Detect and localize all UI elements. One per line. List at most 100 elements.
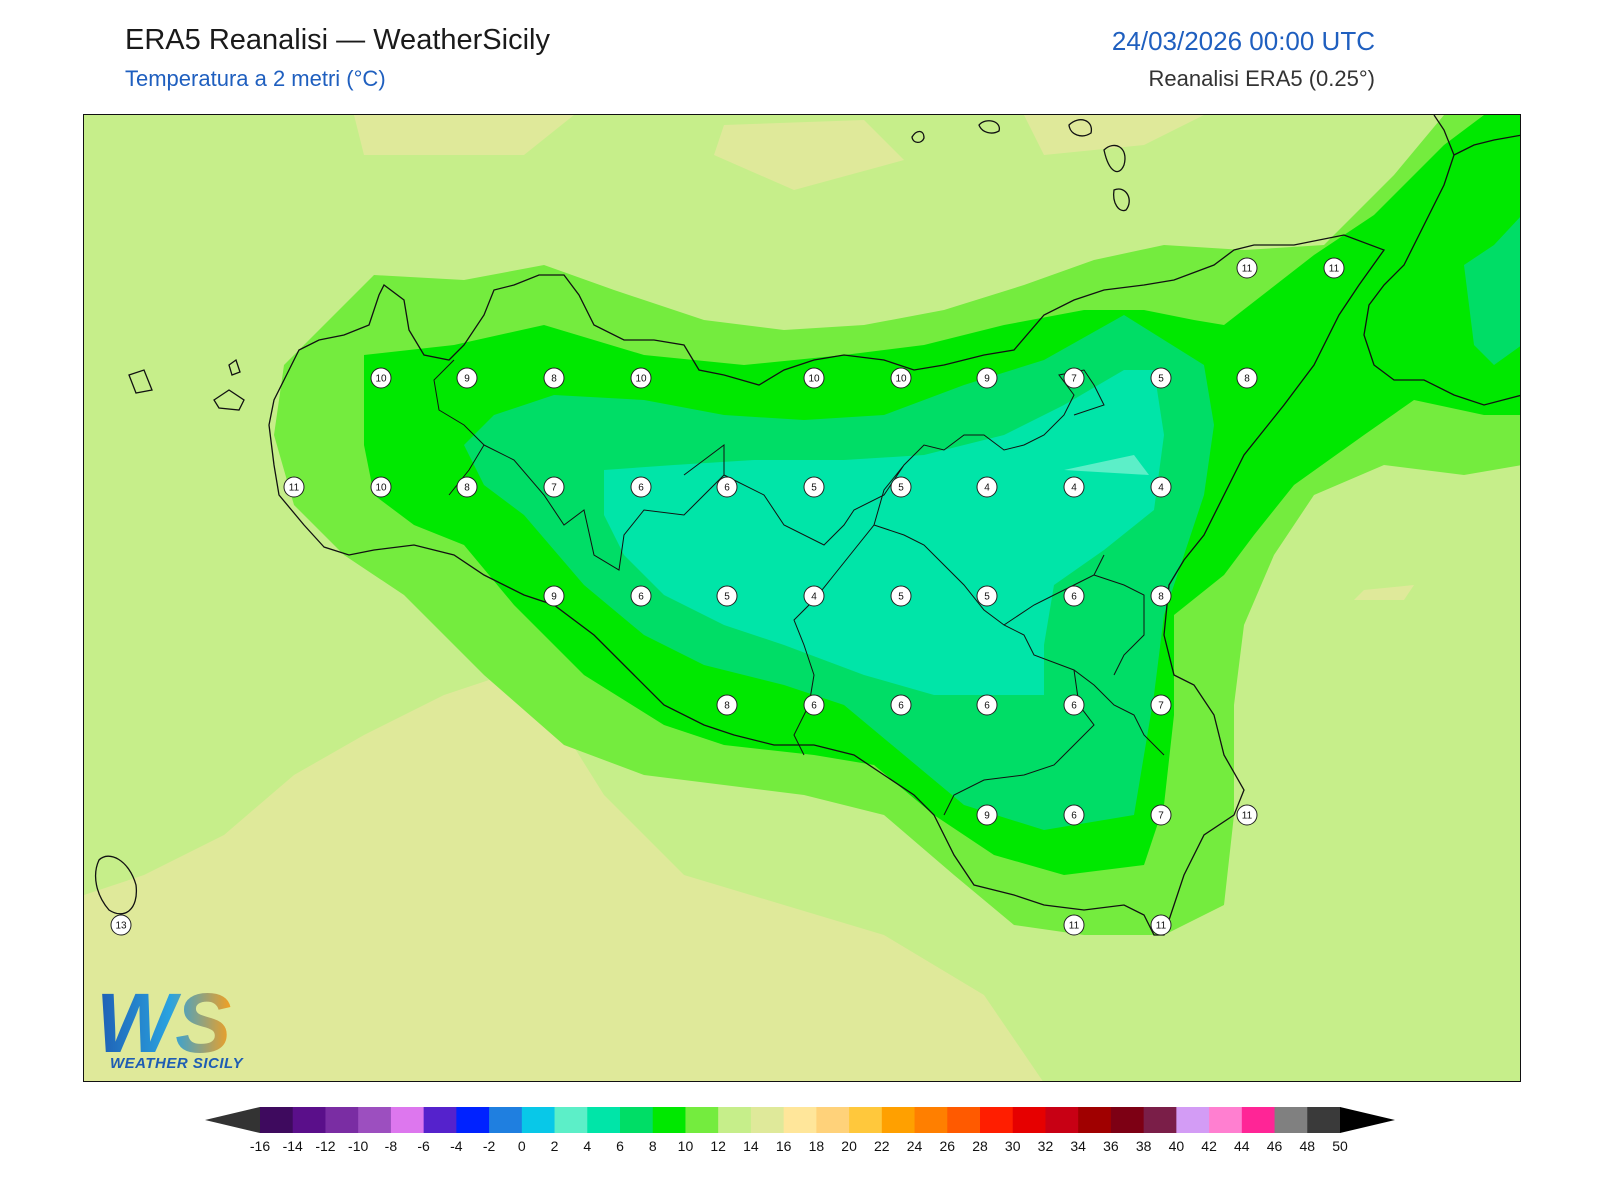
temperature-map[interactable]: 10 9 8 10 10 10 9 7 5 8 11 10 8 7 6 6 5 5 4 4 4 9 6 5 4 5 5 6 8 8 6 6 6 6… (83, 114, 1521, 1082)
temperature-point[interactable]: 11 (1236, 257, 1258, 279)
colorbar-segment (390, 1107, 425, 1133)
temperature-point[interactable]: 10 (370, 367, 392, 389)
temperature-point[interactable]: 11 (283, 476, 305, 498)
temperature-point[interactable]: 11 (1063, 914, 1085, 936)
temperature-point-marker (110, 914, 132, 936)
temperature-point[interactable]: 4 (976, 476, 998, 498)
temperature-point[interactable]: 5 (890, 585, 912, 607)
colorbar-tick-label: -6 (417, 1138, 430, 1154)
colorbar-tick-label: 22 (874, 1138, 890, 1154)
colorbar-segment (325, 1107, 359, 1133)
temperature-point[interactable]: 9 (976, 804, 998, 826)
colorbar-segment (947, 1107, 981, 1133)
temperature-point[interactable]: 6 (630, 585, 652, 607)
temperature-point-value: 11 (1329, 264, 1340, 275)
temperature-point[interactable]: 5 (716, 585, 738, 607)
map-subtitle: Temperatura a 2 metri (°C) (125, 66, 386, 91)
colorbar-segment (620, 1107, 654, 1133)
temperature-point[interactable]: 5 (1150, 367, 1172, 389)
temperature-point[interactable]: 6 (630, 476, 652, 498)
temperature-point[interactable]: 4 (1150, 476, 1172, 498)
temperature-point[interactable]: 11 (1150, 914, 1172, 936)
colorbar-segment (358, 1107, 392, 1133)
temp-band-8-calabria (1464, 217, 1520, 365)
temperature-point-marker (890, 585, 912, 607)
temperature-point[interactable]: 9 (976, 367, 998, 389)
colorbar-max-cap (1340, 1107, 1395, 1133)
temperature-point-marker (630, 476, 652, 498)
colorbar-segment (1012, 1107, 1046, 1133)
temperature-point[interactable]: 6 (976, 694, 998, 716)
temperature-point-value: 11 (289, 483, 300, 494)
temperature-point[interactable]: 9 (456, 367, 478, 389)
temperature-point-marker (1236, 804, 1258, 826)
temperature-point[interactable]: 6 (1063, 585, 1085, 607)
temperature-point-marker (543, 476, 565, 498)
temperature-point-value: 6 (638, 483, 644, 494)
colorbar-tick-label: 8 (648, 1138, 657, 1154)
temperature-point[interactable]: 8 (716, 694, 738, 716)
temperature-point[interactable]: 5 (803, 476, 825, 498)
temperature-point[interactable]: 6 (716, 476, 738, 498)
colorbar-segment (1143, 1107, 1177, 1133)
island-alicudi (978, 120, 1000, 134)
temperature-point-marker (716, 476, 738, 498)
temperature-point-value: 4 (1158, 483, 1164, 494)
temperature-point[interactable]: 6 (890, 694, 912, 716)
colorbar-segment (1241, 1107, 1276, 1133)
temp-band-4 (1064, 455, 1149, 475)
temperature-point[interactable]: 8 (1236, 367, 1258, 389)
temperature-point-value: 7 (1158, 701, 1164, 712)
temperature-point[interactable]: 10 (370, 476, 392, 498)
temperature-point[interactable]: 6 (803, 694, 825, 716)
temperature-point[interactable]: 4 (803, 585, 825, 607)
colorbar-tick-label: 42 (1201, 1138, 1217, 1154)
colorbar-tick-label: 50 (1332, 1138, 1348, 1154)
temperature-point[interactable]: 7 (1063, 367, 1085, 389)
temperature-point[interactable]: 8 (1150, 585, 1172, 607)
logo-initials: WS (96, 980, 231, 1070)
temperature-point[interactable]: 5 (976, 585, 998, 607)
temperature-point[interactable]: 11 (1236, 804, 1258, 826)
temperature-point-value: 8 (464, 483, 470, 494)
temperature-point[interactable]: 13 (110, 914, 132, 936)
temperature-point[interactable]: 10 (630, 367, 652, 389)
temperature-point-marker (890, 694, 912, 716)
temperature-point-value: 10 (895, 374, 907, 385)
temperature-point[interactable]: 5 (890, 476, 912, 498)
temperature-point-value: 8 (724, 701, 730, 712)
colorbar-segment (1045, 1107, 1079, 1133)
colorbar-tick-label: 46 (1266, 1138, 1283, 1154)
temperature-point-marker (456, 476, 478, 498)
logo-text: WEATHER SICILY (110, 1055, 244, 1072)
colorbar-tick-label: 16 (775, 1138, 792, 1154)
temperature-point-marker (803, 585, 825, 607)
temperature-point[interactable]: 10 (803, 367, 825, 389)
temperature-point-marker (976, 476, 998, 498)
colorbar-segment (1110, 1107, 1145, 1133)
temperature-point-value: 13 (115, 921, 127, 932)
temperature-point-value: 8 (1158, 592, 1164, 603)
temperature-point-value: 7 (1158, 811, 1164, 822)
colorbar-tick-label: -16 (249, 1138, 271, 1154)
temperature-point[interactable]: 7 (543, 476, 565, 498)
temperature-point[interactable]: 7 (1150, 804, 1172, 826)
temperature-point[interactable]: 8 (543, 367, 565, 389)
colorbar-tick-label: 12 (710, 1138, 726, 1154)
temperature-point[interactable]: 6 (1063, 694, 1085, 716)
map-datetime: 24/03/2026 00:00 UTC (1111, 26, 1375, 56)
temperature-point[interactable]: 9 (543, 585, 565, 607)
temperature-point-value: 4 (1071, 483, 1077, 494)
colorbar-segment (881, 1107, 916, 1133)
temperature-point[interactable]: 7 (1150, 694, 1172, 716)
temperature-point[interactable]: 11 (1323, 257, 1345, 279)
colorbar-tick-label: -12 (315, 1138, 336, 1154)
temperature-point[interactable]: 10 (890, 367, 912, 389)
temperature-point-value: 10 (375, 374, 387, 385)
temperature-point[interactable]: 6 (1063, 804, 1085, 826)
island-levanzo (228, 358, 241, 376)
colorbar-tick-labels: -16 -14 -12 -10 -8 -6 -4 -2 0 2 4 6 8 10 12 14 16 18 20 22 2… (0, 1138, 1600, 1158)
temperature-point[interactable]: 4 (1063, 476, 1085, 498)
colorbar-segment (1209, 1107, 1243, 1133)
temperature-point[interactable]: 8 (456, 476, 478, 498)
